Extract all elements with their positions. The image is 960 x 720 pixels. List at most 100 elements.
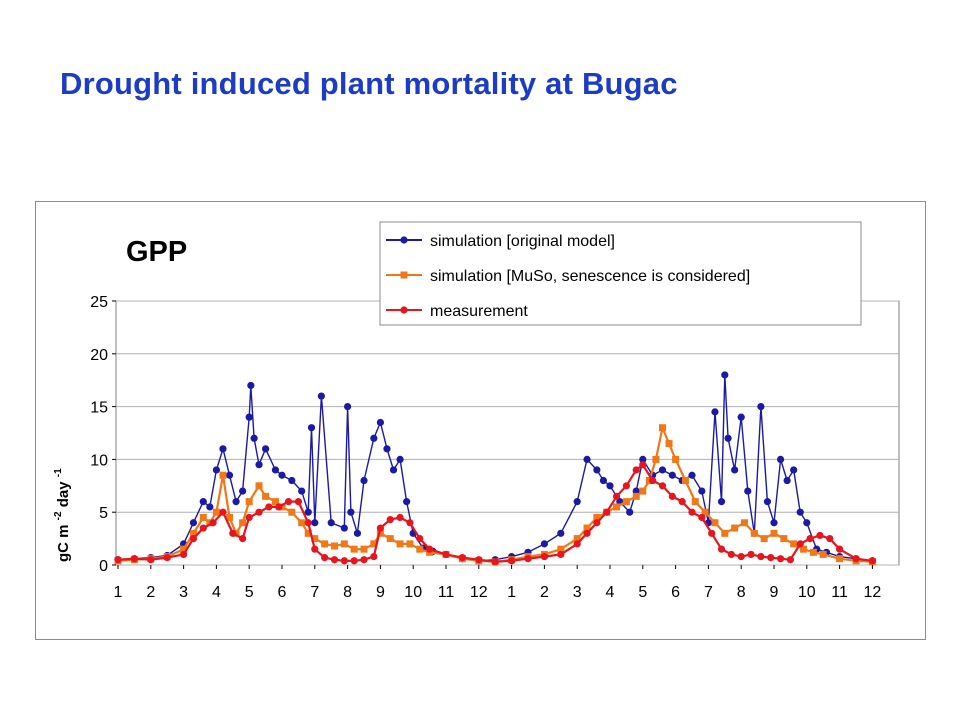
data-point [383, 445, 391, 453]
data-point [658, 424, 666, 432]
data-point [557, 529, 565, 537]
data-point [711, 408, 719, 416]
legend-box [379, 221, 862, 326]
x-tick-label: 10 [798, 584, 816, 601]
data-point [189, 535, 198, 543]
data-point [350, 557, 358, 565]
data-point [790, 540, 798, 548]
y-tick-label: 20 [90, 347, 108, 364]
data-point [416, 535, 424, 543]
data-point [199, 524, 207, 532]
data-point [816, 531, 824, 540]
data-point [239, 487, 247, 495]
data-point [376, 524, 384, 532]
data-point [606, 482, 614, 490]
data-point [826, 535, 834, 543]
data-point [652, 455, 660, 463]
y-tick-label: 25 [90, 294, 108, 311]
data-point [304, 519, 312, 527]
data-point [219, 445, 227, 453]
x-tick-label: 11 [831, 584, 848, 601]
data-point [396, 513, 404, 522]
data-point [255, 508, 263, 516]
data-point [307, 424, 316, 432]
data-point [340, 524, 348, 532]
data-point [396, 455, 404, 463]
data-point [770, 519, 778, 527]
y-tick-label: 5 [99, 505, 108, 522]
data-point [475, 556, 483, 564]
data-point [632, 492, 640, 500]
x-tick-label: 3 [179, 584, 188, 601]
data-point [744, 487, 752, 495]
data-point [540, 552, 548, 561]
data-point [416, 545, 424, 553]
data-point [573, 535, 581, 543]
data-point [229, 529, 237, 537]
x-tick-label: 1 [114, 584, 123, 601]
data-point [271, 498, 279, 506]
data-point [708, 529, 716, 537]
data-point [226, 513, 234, 521]
data-point [400, 306, 408, 314]
data-point [701, 508, 709, 516]
data-point [370, 540, 378, 548]
legend-item: simulation [original model] [386, 233, 615, 250]
chart-frame: 0 5 10 15 20 25 1 2 3 4 5 6 7 8 9 10 11 12 1 2 3 4 5 6 7 8 9 10 11 12… [35, 201, 926, 640]
data-point [786, 556, 795, 564]
data-point [639, 461, 647, 469]
data-point [717, 545, 726, 553]
y-label-sup1: -2 [53, 511, 64, 520]
data-point [311, 545, 319, 553]
data-point [311, 519, 319, 527]
data-point [583, 524, 591, 532]
panel-label: GPP [126, 236, 187, 268]
data-point [790, 466, 798, 474]
data-point [688, 508, 696, 516]
data-point [239, 535, 247, 543]
data-point [688, 471, 696, 479]
data-point [691, 498, 699, 506]
data-point [557, 550, 565, 559]
series-layer [114, 371, 877, 566]
data-point [458, 554, 466, 562]
data-point [163, 554, 171, 562]
slide-title: Drought induced plant mortality at Bugac [60, 66, 678, 101]
data-point [232, 498, 240, 506]
data-point [262, 445, 270, 453]
data-point [294, 498, 302, 506]
data-point [626, 508, 634, 516]
data-point [717, 498, 726, 506]
data-point [573, 540, 581, 548]
data-point [540, 540, 548, 548]
data-point [806, 535, 814, 543]
data-point [271, 466, 280, 474]
y-axis-label: gC m -2 day -1 [53, 468, 72, 562]
data-point [603, 508, 611, 516]
data-point [353, 529, 362, 537]
data-point [304, 529, 312, 537]
x-tick-label: 3 [573, 584, 582, 601]
data-point [573, 498, 581, 506]
data-point [639, 455, 647, 463]
y-label-sup2: -1 [53, 468, 64, 477]
data-point [330, 556, 339, 564]
data-point [189, 519, 198, 527]
data-point [189, 529, 197, 537]
data-point [557, 545, 565, 553]
x-tick-label: 8 [343, 584, 352, 601]
legend-label: simulation [MuSo, senescence is consider… [430, 268, 750, 285]
x-tick-label: 1 [507, 584, 516, 601]
data-point [389, 466, 398, 474]
data-point [239, 519, 247, 527]
data-point [199, 513, 207, 521]
x-tick-label: 2 [540, 584, 549, 601]
data-point [632, 466, 640, 474]
data-point [776, 555, 785, 563]
x-tick-label: 9 [770, 584, 779, 601]
data-point [698, 487, 706, 495]
data-point [212, 508, 220, 516]
data-point [613, 503, 621, 511]
data-point [757, 403, 765, 411]
data-point [783, 476, 791, 485]
